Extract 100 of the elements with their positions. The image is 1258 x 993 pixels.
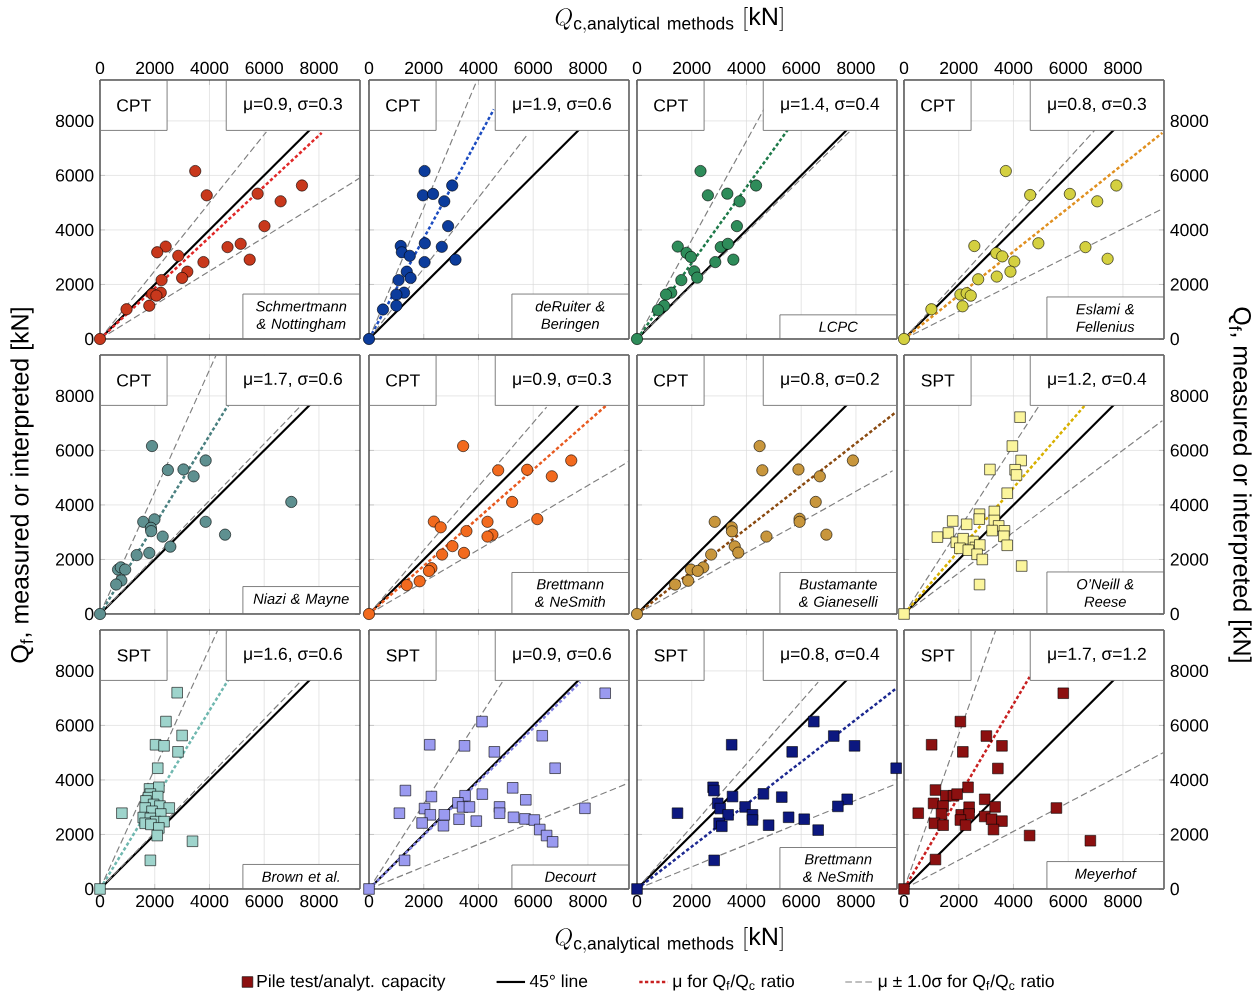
y-tick-label: 0 — [85, 882, 94, 896]
annotation: μ=0.8, σ=0.2 — [781, 372, 879, 389]
y-tick-label: 6000 — [1170, 444, 1209, 457]
x-tick-label: 2000 — [136, 894, 174, 908]
y-axis-title: Q$_{f}$, measured or interpreted [kN] — [1228, 307, 1252, 662]
x-tick-label: 8000 — [1104, 894, 1142, 908]
y-tick-label: 0 — [1170, 332, 1179, 346]
legend-label: Pile test/analyt. capacity — [257, 974, 446, 991]
y-tick-label: 2000 — [1170, 828, 1209, 841]
annotation: Meyerhof — [1075, 868, 1138, 882]
annotation: Eslami & Fellenius — [1076, 303, 1135, 332]
x-tick-label: 4000 — [727, 61, 766, 75]
y-tick-label: 4000 — [1170, 498, 1209, 512]
y-tick-label: 2000 — [56, 828, 94, 841]
annotation: CPT — [654, 99, 688, 112]
annotation: Brettmann & NeSmith — [803, 854, 874, 882]
x-tick-label: 2000 — [673, 894, 711, 908]
annotation: Bustamante & Gianeselli — [798, 579, 879, 607]
x-tick-label: 6000 — [514, 61, 552, 75]
x-tick-label: 0 — [95, 894, 105, 908]
annotation: μ=1.6, σ=0.6 — [244, 647, 342, 664]
x-tick-label: 0 — [632, 61, 642, 75]
y-tick-label: 2000 — [56, 553, 94, 566]
annotation: μ=0.8, σ=0.4 — [781, 647, 880, 664]
y-tick-label: 0 — [1170, 882, 1179, 896]
x-tick-label: 4000 — [459, 61, 498, 75]
y-tick-label: 8000 — [55, 664, 94, 678]
x-tick-label: 2000 — [940, 61, 978, 75]
x-tick-label: 2000 — [673, 61, 711, 75]
annotation: LCPC — [819, 321, 858, 332]
legend-label: μ for Q$_{f}$/Q$_{c}$ ratio — [673, 974, 794, 991]
annotation: CPT — [117, 374, 151, 387]
y-tick-label: 4000 — [55, 773, 94, 787]
y-tick-label: 8000 — [1170, 389, 1209, 403]
annotation: μ=0.8, σ=0.3 — [1048, 97, 1146, 114]
y-tick-label: 2000 — [1170, 278, 1209, 291]
x-tick-label: 8000 — [837, 61, 875, 75]
annotation: μ=0.9, σ=0.3 — [244, 97, 342, 114]
x-axis-title: $Q_{\mathrm{c,analytical\ methods}}\ [\mathrm{kN}]$ — [555, 926, 783, 954]
x-tick-label: 8000 — [569, 61, 607, 75]
y-tick-label: 0 — [85, 332, 94, 346]
y-tick-label: 8000 — [1170, 114, 1209, 128]
x-tick-label: 8000 — [300, 61, 338, 75]
x-tick-label: 8000 — [1104, 61, 1142, 75]
annotation: μ=1.7, σ=0.6 — [244, 372, 342, 389]
annotation: μ=0.9, σ=0.3 — [513, 372, 611, 389]
x-axis-title: $Q_{\mathrm{c,analytical\ methods}}\ [\mathrm{kN}]$ — [555, 6, 783, 34]
annotation: SPT — [921, 649, 955, 662]
y-tick-label: 6000 — [56, 719, 94, 732]
annotation: CPT — [386, 99, 420, 112]
annotation: deRuiter & Beringen — [535, 300, 605, 332]
x-tick-label: 2000 — [940, 894, 978, 908]
annotation: Brettmann & NeSmith — [535, 579, 605, 607]
y-tick-label: 8000 — [1170, 664, 1209, 678]
annotation: μ=1.2, σ=0.4 — [1048, 372, 1147, 389]
x-tick-label: 4000 — [994, 61, 1033, 75]
x-tick-label: 0 — [364, 61, 374, 75]
x-tick-label: 6000 — [514, 894, 552, 908]
y-tick-label: 6000 — [1170, 169, 1209, 182]
x-tick-label: 2000 — [405, 61, 443, 75]
annotation: CPT — [654, 374, 688, 387]
y-axis-title: Q$_{f}$, measured or interpreted [kN] — [10, 308, 34, 663]
x-tick-label: 4000 — [994, 894, 1033, 908]
annotation: μ=1.7, σ=1.2 — [1048, 647, 1146, 664]
x-tick-label: 8000 — [569, 894, 607, 908]
y-tick-label: 4000 — [55, 498, 94, 512]
annotation: CPT — [386, 374, 420, 387]
annotation: SPT — [117, 649, 151, 662]
x-tick-label: 6000 — [1049, 894, 1087, 908]
y-tick-label: 6000 — [56, 444, 94, 457]
x-tick-label: 2000 — [405, 894, 443, 908]
x-tick-label: 6000 — [245, 894, 283, 908]
annotation: μ=1.4, σ=0.4 — [781, 97, 880, 114]
legend-label: μ ± 1.0σ for Q$_{f}$/Q$_{c}$ ratio — [878, 974, 1054, 991]
annotation: Schmertmann & Nottingham — [256, 300, 347, 332]
x-tick-label: 0 — [632, 894, 642, 908]
y-tick-label: 8000 — [55, 389, 94, 403]
y-tick-label: 2000 — [1170, 553, 1209, 566]
annotation: μ=0.9, σ=0.6 — [513, 647, 611, 664]
y-tick-label: 6000 — [1170, 719, 1209, 732]
y-tick-label: 2000 — [56, 278, 94, 291]
x-tick-label: 0 — [899, 61, 909, 75]
x-tick-label: 4000 — [727, 894, 766, 908]
annotation: SPT — [386, 649, 420, 662]
x-tick-label: 6000 — [1049, 61, 1087, 75]
x-tick-label: 8000 — [300, 894, 338, 908]
annotation: SPT — [654, 649, 688, 662]
annotation: Niazi & Mayne — [253, 593, 349, 607]
annotation: Brown et al. — [262, 871, 339, 882]
x-tick-label: 4000 — [459, 894, 498, 908]
annotation: Decourt — [545, 871, 597, 882]
x-tick-label: 0 — [364, 894, 374, 908]
y-tick-label: 4000 — [1170, 773, 1209, 787]
y-tick-label: 4000 — [1170, 223, 1209, 237]
x-tick-label: 6000 — [782, 894, 820, 908]
y-tick-label: 4000 — [55, 223, 94, 237]
annotation: μ=1.9, σ=0.6 — [513, 97, 611, 114]
annotation: CPT — [117, 99, 151, 112]
x-tick-label: 6000 — [245, 61, 283, 75]
y-tick-label: 8000 — [55, 114, 94, 128]
